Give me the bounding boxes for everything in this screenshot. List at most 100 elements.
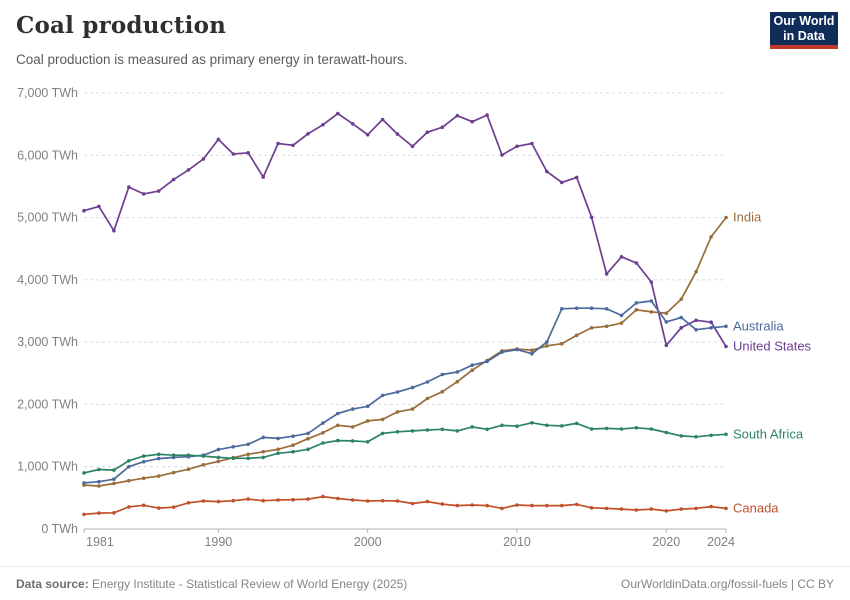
series-point-australia[interactable]	[679, 315, 683, 320]
series-point-india[interactable]	[186, 467, 191, 472]
series-point-canada[interactable]	[589, 506, 594, 510]
series-point-canada[interactable]	[709, 504, 713, 509]
series-point-south-africa[interactable]	[694, 435, 698, 439]
series-point-australia[interactable]	[410, 385, 415, 390]
series-point-canada[interactable]	[440, 502, 445, 506]
series-point-south-africa[interactable]	[201, 454, 206, 458]
entity-label-australia[interactable]: Australia	[733, 318, 784, 333]
series-point-australia[interactable]	[574, 306, 579, 311]
series-point-india[interactable]	[649, 310, 654, 314]
series-point-united-states[interactable]	[336, 111, 340, 116]
series-point-australia[interactable]	[365, 404, 370, 409]
series-point-india[interactable]	[112, 481, 116, 486]
series-point-united-states[interactable]	[470, 119, 475, 124]
series-point-canada[interactable]	[574, 502, 579, 507]
series-point-india[interactable]	[560, 341, 564, 346]
series-line-canada[interactable]	[83, 495, 727, 516]
series-point-south-africa[interactable]	[410, 429, 415, 433]
series-point-south-africa[interactable]	[664, 430, 669, 435]
series-point-australia[interactable]	[82, 481, 86, 485]
series-point-united-states[interactable]	[425, 130, 430, 134]
series-point-united-states[interactable]	[350, 122, 355, 126]
series-point-australia[interactable]	[395, 390, 400, 394]
series-point-south-africa[interactable]	[395, 430, 400, 434]
series-point-canada[interactable]	[694, 506, 698, 511]
series-point-canada[interactable]	[679, 507, 683, 511]
series-point-australia[interactable]	[246, 442, 250, 447]
series-point-united-states[interactable]	[127, 185, 131, 189]
series-point-canada[interactable]	[485, 503, 489, 508]
series-point-canada[interactable]	[410, 501, 415, 506]
series-point-canada[interactable]	[276, 498, 280, 502]
series-point-india[interactable]	[694, 270, 698, 274]
series-point-united-states[interactable]	[545, 169, 549, 174]
series-point-united-states[interactable]	[186, 168, 191, 172]
series-point-canada[interactable]	[82, 512, 86, 517]
series-point-australia[interactable]	[291, 434, 295, 439]
series-point-united-states[interactable]	[112, 228, 116, 233]
series-point-united-states[interactable]	[530, 141, 534, 146]
series-point-india[interactable]	[97, 484, 101, 488]
series-point-south-africa[interactable]	[291, 450, 295, 454]
series-point-canada[interactable]	[425, 499, 430, 504]
entity-label-united-states[interactable]: United States	[733, 339, 812, 354]
series-point-canada[interactable]	[127, 505, 131, 509]
series-point-australia[interactable]	[231, 445, 236, 449]
series-point-canada[interactable]	[634, 508, 639, 512]
series-point-united-states[interactable]	[171, 177, 176, 182]
series-point-south-africa[interactable]	[470, 425, 475, 429]
series-point-australia[interactable]	[97, 479, 101, 484]
series-point-india[interactable]	[127, 478, 131, 483]
series-point-canada[interactable]	[336, 496, 340, 501]
series-point-canada[interactable]	[141, 503, 146, 508]
series-point-south-africa[interactable]	[82, 471, 86, 475]
series-point-india[interactable]	[306, 436, 310, 441]
series-point-canada[interactable]	[97, 511, 101, 515]
series-point-united-states[interactable]	[515, 144, 519, 149]
series-line-united-states[interactable]	[83, 112, 727, 347]
series-point-united-states[interactable]	[500, 153, 504, 157]
series-point-south-africa[interactable]	[500, 423, 504, 428]
series-point-south-africa[interactable]	[112, 468, 116, 472]
series-point-south-africa[interactable]	[186, 453, 191, 458]
series-point-united-states[interactable]	[380, 117, 385, 122]
series-point-united-states[interactable]	[97, 204, 101, 209]
series-point-united-states[interactable]	[455, 113, 460, 118]
series-point-south-africa[interactable]	[127, 459, 131, 463]
series-point-india[interactable]	[321, 431, 325, 435]
series-point-united-states[interactable]	[306, 132, 310, 136]
owid-logo[interactable]: Our World in Data	[770, 12, 838, 49]
owid-link[interactable]: OurWorldinData.org/fossil-fuels | CC BY	[621, 576, 834, 591]
series-point-australia[interactable]	[545, 340, 549, 344]
series-point-india[interactable]	[141, 476, 146, 481]
series-point-canada[interactable]	[350, 498, 355, 502]
series-point-australia[interactable]	[649, 299, 654, 303]
series-point-united-states[interactable]	[276, 141, 280, 146]
series-point-australia[interactable]	[261, 435, 266, 440]
series-point-australia[interactable]	[470, 363, 475, 368]
series-point-australia[interactable]	[321, 421, 325, 425]
series-point-australia[interactable]	[530, 351, 534, 356]
series-point-canada[interactable]	[365, 499, 370, 503]
series-point-united-states[interactable]	[261, 175, 266, 179]
series-point-canada[interactable]	[201, 499, 206, 503]
series-point-india[interactable]	[634, 308, 639, 312]
series-point-united-states[interactable]	[395, 132, 400, 136]
series-point-australia[interactable]	[455, 370, 460, 374]
series-point-india[interactable]	[276, 447, 280, 452]
series-point-united-states[interactable]	[604, 272, 609, 276]
series-point-australia[interactable]	[515, 347, 519, 352]
series-point-united-states[interactable]	[664, 343, 669, 348]
series-point-canada[interactable]	[321, 494, 325, 499]
series-point-south-africa[interactable]	[336, 438, 340, 443]
series-line-australia[interactable]	[83, 300, 727, 484]
series-point-india[interactable]	[216, 459, 221, 464]
series-point-canada[interactable]	[500, 506, 504, 511]
series-point-united-states[interactable]	[619, 254, 624, 259]
series-point-india[interactable]	[425, 396, 430, 401]
series-point-south-africa[interactable]	[560, 424, 564, 428]
series-point-united-states[interactable]	[291, 143, 295, 148]
series-point-united-states[interactable]	[709, 320, 713, 325]
series-point-india[interactable]	[410, 407, 415, 411]
series-point-south-africa[interactable]	[276, 451, 280, 456]
